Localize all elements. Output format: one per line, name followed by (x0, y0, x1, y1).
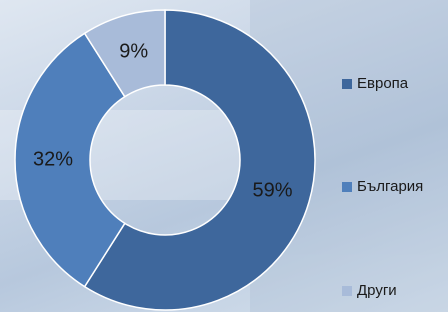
legend-swatch (342, 79, 352, 89)
legend-label: Европа (357, 75, 409, 92)
data-label: 32% (33, 148, 73, 170)
data-label: 59% (253, 180, 293, 202)
page: 59% 32% 9% Европа България Други (0, 0, 448, 312)
legend-swatch (342, 182, 352, 192)
chart: 59% 32% 9% Европа България Други (0, 0, 448, 312)
data-label: 9% (119, 41, 148, 63)
legend-label: България (357, 178, 423, 195)
legend-swatch (342, 286, 352, 296)
legend-label: Други (357, 282, 397, 299)
